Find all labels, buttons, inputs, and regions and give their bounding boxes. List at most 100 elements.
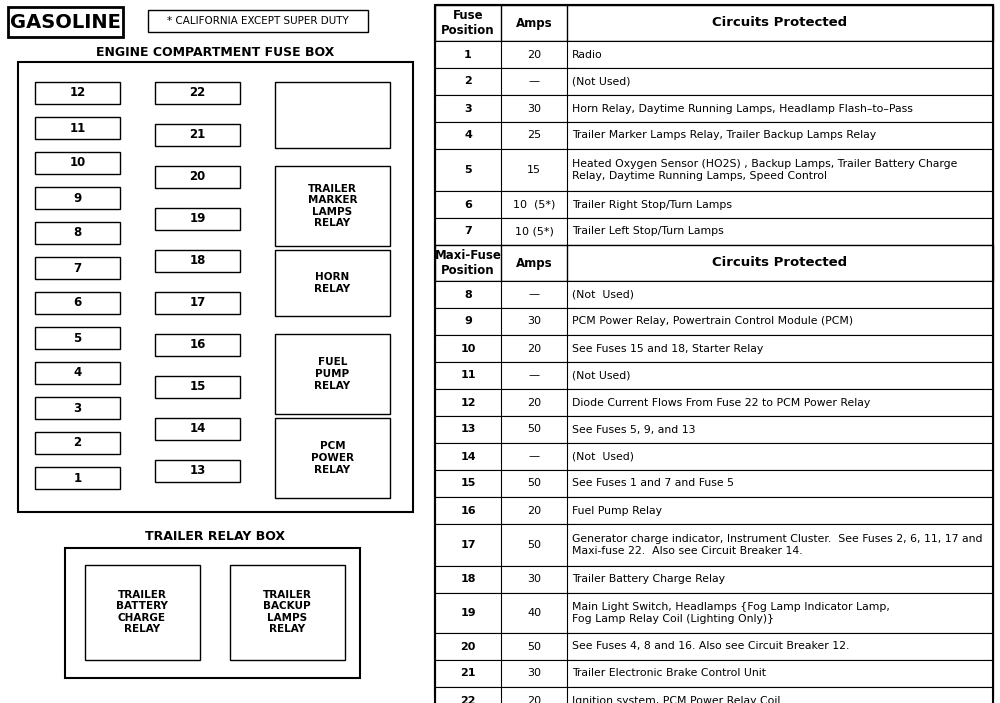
Bar bbox=[35, 152, 120, 174]
Bar bbox=[35, 222, 120, 244]
Bar bbox=[435, 566, 993, 593]
Bar bbox=[435, 660, 993, 687]
Text: —: — bbox=[528, 370, 540, 380]
Text: 25: 25 bbox=[527, 131, 541, 141]
Bar bbox=[155, 376, 240, 398]
Text: 20: 20 bbox=[527, 397, 541, 408]
Text: 18: 18 bbox=[460, 574, 476, 584]
Text: 18: 18 bbox=[189, 254, 206, 268]
Bar bbox=[35, 432, 120, 454]
Text: 6: 6 bbox=[73, 297, 82, 309]
Text: 5: 5 bbox=[464, 165, 472, 175]
Text: 9: 9 bbox=[464, 316, 472, 326]
Text: 17: 17 bbox=[460, 540, 476, 550]
Text: 8: 8 bbox=[464, 290, 472, 299]
Text: 4: 4 bbox=[73, 366, 82, 380]
Bar bbox=[275, 334, 390, 414]
Bar bbox=[35, 397, 120, 419]
Bar bbox=[435, 5, 993, 41]
Text: See Fuses 15 and 18, Starter Relay: See Fuses 15 and 18, Starter Relay bbox=[572, 344, 763, 354]
Text: PCM Power Relay, Powertrain Control Module (PCM): PCM Power Relay, Powertrain Control Modu… bbox=[572, 316, 853, 326]
Text: Fuel Pump Relay: Fuel Pump Relay bbox=[572, 505, 662, 515]
Text: 13: 13 bbox=[189, 465, 206, 477]
Bar bbox=[435, 281, 993, 308]
Bar bbox=[155, 334, 240, 356]
Text: 10: 10 bbox=[460, 344, 476, 354]
Text: Amps: Amps bbox=[516, 16, 552, 30]
Bar bbox=[435, 308, 993, 335]
Text: See Fuses 1 and 7 and Fuse 5: See Fuses 1 and 7 and Fuse 5 bbox=[572, 479, 734, 489]
Text: 10 (5*): 10 (5*) bbox=[515, 226, 553, 236]
Text: 6: 6 bbox=[464, 200, 472, 209]
Text: See Fuses 5, 9, and 13: See Fuses 5, 9, and 13 bbox=[572, 425, 696, 434]
Text: —: — bbox=[528, 77, 540, 86]
Bar bbox=[435, 416, 993, 443]
Bar bbox=[435, 95, 993, 122]
Bar bbox=[435, 524, 993, 566]
Bar bbox=[8, 7, 123, 37]
Bar bbox=[435, 218, 993, 245]
Text: Trailer Right Stop/Turn Lamps: Trailer Right Stop/Turn Lamps bbox=[572, 200, 732, 209]
Text: 30: 30 bbox=[527, 669, 541, 678]
Text: Maxi-Fuse
Position: Maxi-Fuse Position bbox=[435, 249, 501, 277]
Text: 20: 20 bbox=[527, 695, 541, 703]
Bar bbox=[35, 82, 120, 104]
Text: 50: 50 bbox=[527, 479, 541, 489]
Text: TRAILER
BATTERY
CHARGE
RELAY: TRAILER BATTERY CHARGE RELAY bbox=[116, 590, 168, 634]
Bar bbox=[435, 191, 993, 218]
Text: Trailer Battery Charge Relay: Trailer Battery Charge Relay bbox=[572, 574, 725, 584]
Text: Heated Oxygen Sensor (HO2S) , Backup Lamps, Trailer Battery Charge
Relay, Daytim: Heated Oxygen Sensor (HO2S) , Backup Lam… bbox=[572, 159, 957, 181]
Bar bbox=[155, 82, 240, 104]
Text: 17: 17 bbox=[189, 297, 206, 309]
Text: Trailer Marker Lamps Relay, Trailer Backup Lamps Relay: Trailer Marker Lamps Relay, Trailer Back… bbox=[572, 131, 876, 141]
Text: 20: 20 bbox=[189, 171, 206, 183]
Bar bbox=[275, 166, 390, 246]
Bar bbox=[275, 418, 390, 498]
Text: 21: 21 bbox=[189, 129, 206, 141]
Bar bbox=[155, 166, 240, 188]
Text: 5: 5 bbox=[73, 332, 82, 344]
Bar bbox=[435, 497, 993, 524]
Text: Ignition system, PCM Power Relay Coil: Ignition system, PCM Power Relay Coil bbox=[572, 695, 780, 703]
Text: 20: 20 bbox=[527, 344, 541, 354]
Bar bbox=[435, 122, 993, 149]
Bar bbox=[435, 443, 993, 470]
Text: 20: 20 bbox=[527, 505, 541, 515]
Bar bbox=[435, 362, 993, 389]
Bar bbox=[35, 117, 120, 139]
Bar bbox=[435, 149, 993, 191]
Text: 16: 16 bbox=[460, 505, 476, 515]
Bar bbox=[435, 633, 993, 660]
Text: (Not  Used): (Not Used) bbox=[572, 451, 634, 461]
Text: Circuits Protected: Circuits Protected bbox=[712, 16, 848, 30]
Text: Radio: Radio bbox=[572, 49, 603, 60]
Bar bbox=[35, 327, 120, 349]
Text: 30: 30 bbox=[527, 574, 541, 584]
Bar bbox=[435, 593, 993, 633]
Text: Fuse
Position: Fuse Position bbox=[441, 9, 495, 37]
Bar bbox=[155, 292, 240, 314]
Text: —: — bbox=[528, 451, 540, 461]
Text: GASOLINE: GASOLINE bbox=[10, 13, 121, 32]
Text: 4: 4 bbox=[464, 131, 472, 141]
Text: Trailer Left Stop/Turn Lamps: Trailer Left Stop/Turn Lamps bbox=[572, 226, 724, 236]
Text: 40: 40 bbox=[527, 608, 541, 618]
Bar bbox=[435, 68, 993, 95]
Text: 15: 15 bbox=[527, 165, 541, 175]
Bar bbox=[435, 41, 993, 68]
Text: 1: 1 bbox=[464, 49, 472, 60]
Text: (Not Used): (Not Used) bbox=[572, 77, 631, 86]
Bar bbox=[155, 418, 240, 440]
Text: Diode Current Flows From Fuse 22 to PCM Power Relay: Diode Current Flows From Fuse 22 to PCM … bbox=[572, 397, 870, 408]
Text: Circuits Protected: Circuits Protected bbox=[712, 257, 848, 269]
Bar bbox=[435, 335, 993, 362]
Text: 50: 50 bbox=[527, 425, 541, 434]
Text: 7: 7 bbox=[73, 262, 82, 274]
Bar bbox=[230, 565, 345, 660]
Text: 13: 13 bbox=[460, 425, 476, 434]
Text: —: — bbox=[528, 290, 540, 299]
Text: 19: 19 bbox=[460, 608, 476, 618]
Text: HORN
RELAY: HORN RELAY bbox=[314, 272, 351, 294]
Bar bbox=[35, 187, 120, 209]
Text: Main Light Switch, Headlamps {Fog Lamp Indicator Lamp,
Fog Lamp Relay Coil (Ligh: Main Light Switch, Headlamps {Fog Lamp I… bbox=[572, 602, 890, 624]
